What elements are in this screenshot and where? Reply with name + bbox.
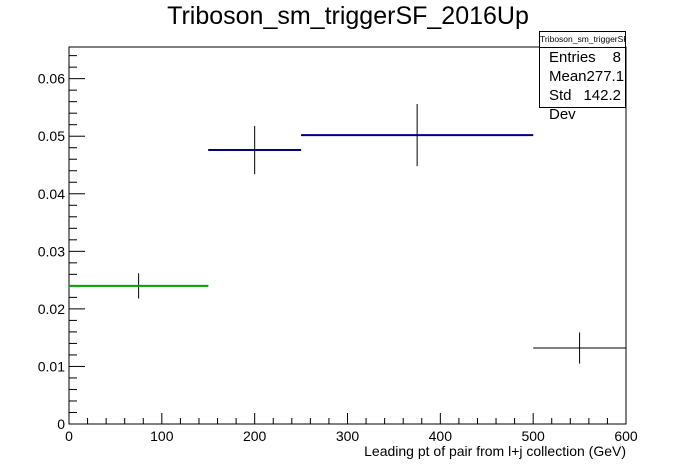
y-tick-label: 0.02	[38, 301, 65, 317]
y-tick-label: 0.01	[38, 358, 65, 374]
chart-title: Triboson_sm_triggerSF_2016Up	[167, 2, 529, 30]
stats-row-stddev: Std Dev 142.2	[540, 86, 625, 124]
stats-label: Mean	[549, 68, 587, 85]
y-tick-label: 0.06	[38, 71, 65, 87]
stats-box-title: Triboson_sm_triggerSF_2016Up	[540, 32, 625, 48]
x-axis-label: Leading pt of pair from l+j collection (…	[364, 443, 626, 459]
y-tick-label: 0	[57, 416, 65, 432]
x-tick-label: 300	[336, 428, 360, 444]
x-tick-label: 400	[429, 428, 453, 444]
y-tick-label: 0.03	[38, 243, 65, 259]
stats-label: Std Dev	[549, 87, 576, 123]
stats-box: Triboson_sm_triggerSF_2016Up Entries 8 M…	[539, 31, 626, 123]
stats-row-mean: Mean 277.1	[540, 67, 625, 86]
y-tick-label: 0.05	[38, 128, 65, 144]
x-tick-label: 0	[65, 428, 73, 444]
x-tick-label: 100	[150, 428, 174, 444]
stats-row-entries: Entries 8	[540, 48, 625, 67]
stats-label: Entries	[549, 49, 596, 66]
stats-value: 142.2	[583, 87, 621, 104]
y-tick-label: 0.04	[38, 186, 65, 202]
x-tick-label: 200	[243, 428, 267, 444]
x-tick-label: 600	[614, 428, 638, 444]
x-tick-label: 500	[521, 428, 545, 444]
stats-value: 277.1	[586, 68, 625, 85]
stats-value: 8	[612, 49, 621, 66]
